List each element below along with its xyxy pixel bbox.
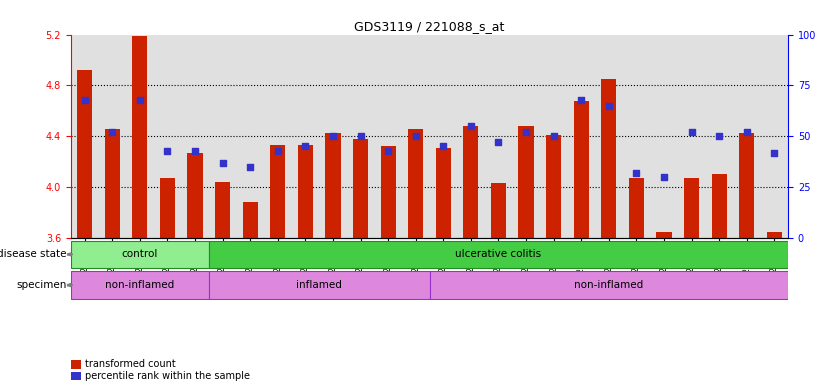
Point [409,133,422,139]
Bar [546,135,561,238]
Point [326,133,339,139]
Point [271,147,284,154]
Bar [298,145,313,238]
Bar [464,126,479,238]
Text: control: control [122,249,158,260]
Point [437,143,450,149]
Point [381,147,394,154]
Point [575,97,588,103]
Bar [601,79,616,238]
Bar [160,178,175,238]
Bar [353,139,368,238]
Bar [77,70,93,238]
Point [712,133,726,139]
Bar [766,232,782,238]
Text: percentile rank within the sample: percentile rank within the sample [85,371,250,381]
Point [78,97,92,103]
Point [244,164,257,170]
Bar [270,145,285,238]
Bar [574,101,589,238]
Bar [215,182,230,238]
Point [685,129,698,135]
Point [602,103,615,109]
Bar [188,153,203,238]
Point [740,129,753,135]
Point [630,170,643,176]
Bar [430,271,788,299]
Bar [133,36,148,238]
Bar [435,148,451,238]
Title: GDS3119 / 221088_s_at: GDS3119 / 221088_s_at [354,20,505,33]
Text: inflamed: inflamed [296,280,342,290]
Bar [380,146,395,238]
Bar [208,271,430,299]
Point [492,139,505,146]
Point [161,147,174,154]
Point [106,129,119,135]
Text: non-inflamed: non-inflamed [574,280,644,290]
Bar [711,174,726,238]
Point [299,143,312,149]
Point [188,147,202,154]
Bar [325,132,340,238]
Text: transformed count: transformed count [85,359,176,369]
Point [216,160,229,166]
Bar [519,126,534,238]
Text: disease state: disease state [0,249,67,260]
Bar [243,202,258,238]
Point [767,149,781,156]
Point [520,129,533,135]
Bar [408,129,424,238]
Bar [71,240,208,268]
Text: ulcerative colitis: ulcerative colitis [455,249,541,260]
Bar [208,240,788,268]
Point [133,97,147,103]
Point [547,133,560,139]
Point [657,174,671,180]
Bar [739,132,754,238]
Bar [71,271,208,299]
Point [465,123,478,129]
Point [354,133,367,139]
Text: non-inflamed: non-inflamed [105,280,174,290]
Text: specimen: specimen [17,280,67,290]
Bar [629,178,644,238]
Bar [656,232,671,238]
Bar [491,184,506,238]
Bar [684,178,699,238]
Bar [105,129,120,238]
